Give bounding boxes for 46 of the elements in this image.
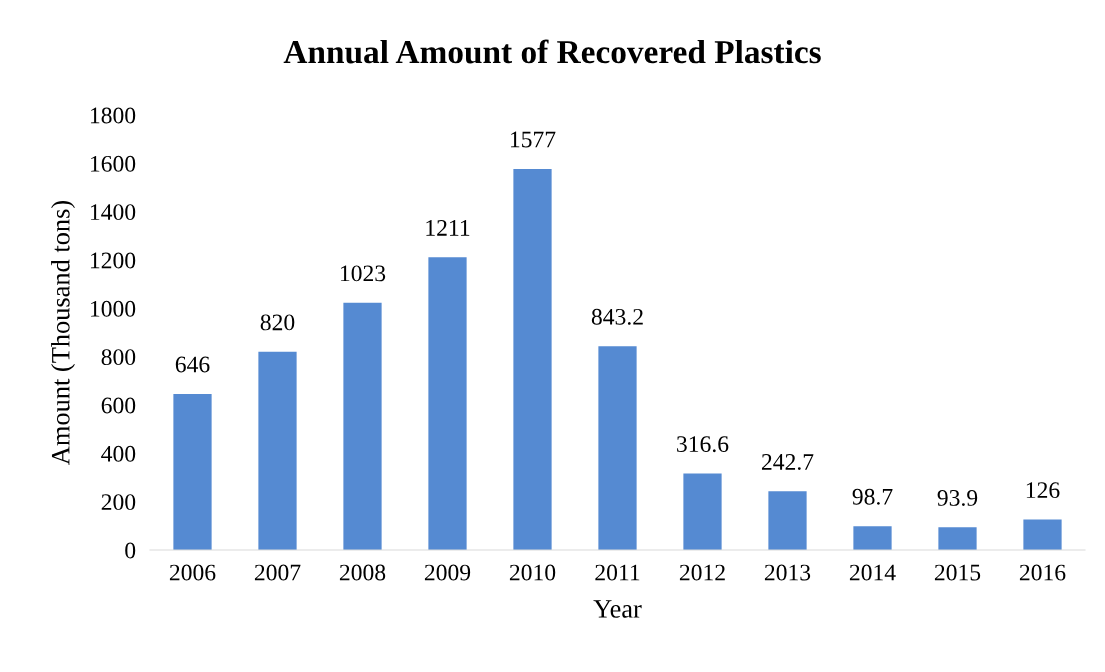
bar xyxy=(598,346,637,550)
data-label: 1023 xyxy=(340,265,386,282)
y-tick-label: 1800 xyxy=(90,107,136,124)
x-tick-label: 2014 xyxy=(849,564,896,581)
y-tick-label: 1600 xyxy=(90,155,136,172)
bar xyxy=(258,351,297,550)
x-tick-label: 2008 xyxy=(339,564,386,581)
x-tick-label: 2013 xyxy=(764,564,811,581)
x-tick-label: 2012 xyxy=(679,564,725,581)
x-tick-label: 2011 xyxy=(595,564,640,581)
bar xyxy=(513,168,552,550)
y-tick-label: 0 xyxy=(125,542,136,559)
y-tick-label: 600 xyxy=(101,397,136,414)
data-label: 98.7 xyxy=(852,488,893,505)
bar xyxy=(173,393,212,550)
data-label: 93.9 xyxy=(937,489,978,506)
x-tick-label: 2009 xyxy=(424,564,471,581)
data-label: 843.2 xyxy=(591,308,643,325)
data-label: 126 xyxy=(1026,482,1060,499)
x-tick-label: 2007 xyxy=(254,564,301,581)
x-axis-title: Year xyxy=(593,600,642,618)
y-tick-label: 400 xyxy=(101,445,136,462)
data-label: 1211 xyxy=(426,220,470,236)
chart-title: Annual Amount of Recovered Plastics xyxy=(283,39,821,64)
y-tick-label: 1200 xyxy=(90,252,136,269)
x-tick-label: 2016 xyxy=(1019,564,1066,581)
bar xyxy=(683,473,722,550)
data-label: 316.6 xyxy=(677,436,729,453)
data-label: 820 xyxy=(260,314,295,331)
y-tick-label: 200 xyxy=(101,494,136,511)
y-tick-label: 1000 xyxy=(90,300,136,317)
data-label: 646 xyxy=(175,356,210,373)
bar xyxy=(343,302,382,550)
bar xyxy=(853,526,892,550)
data-label: 242.7 xyxy=(761,454,814,470)
y-tick-label: 1400 xyxy=(90,204,136,221)
y-axis-title: Amount (Thousand tons) xyxy=(51,200,75,465)
x-tick-label: 2010 xyxy=(509,564,556,581)
bar xyxy=(938,527,977,550)
y-tick-label: 800 xyxy=(101,349,136,366)
bar xyxy=(768,491,807,550)
data-label: 1577 xyxy=(510,131,556,148)
bar xyxy=(428,257,467,550)
bar xyxy=(1023,519,1062,550)
x-tick-label: 2006 xyxy=(169,564,216,581)
x-tick-label: 2015 xyxy=(934,564,981,581)
